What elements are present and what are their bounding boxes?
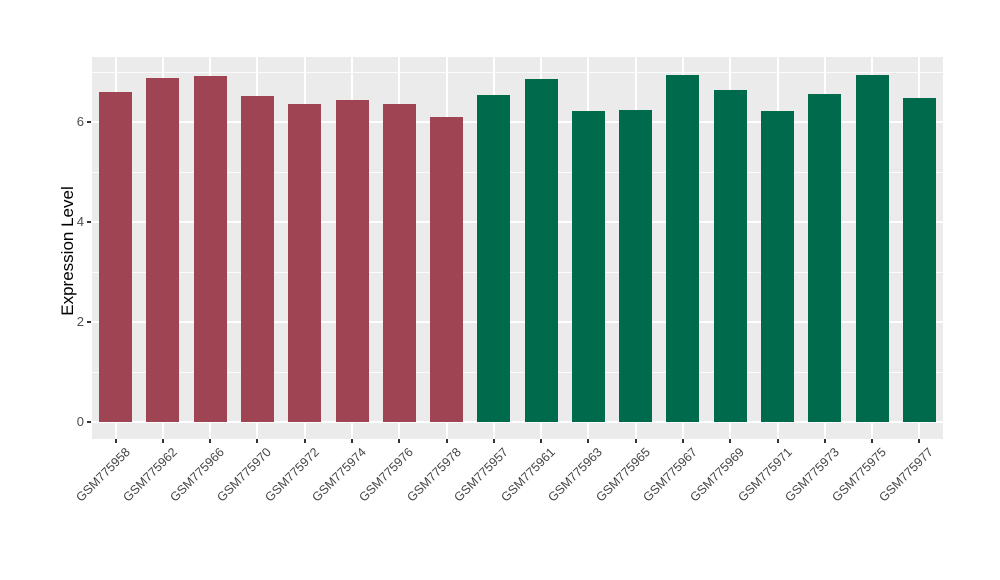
y-tick-mark [87, 121, 91, 123]
gridline-minor [92, 371, 943, 373]
bar-GSM775963 [571, 111, 605, 422]
gridline-major [92, 421, 943, 423]
bar-GSM775957 [477, 95, 511, 422]
y-axis-title: Expression Level [58, 186, 77, 316]
x-tick-mark [351, 439, 354, 443]
bar-GSM775967 [666, 75, 700, 422]
y-tick-label: 0 [76, 414, 84, 429]
x-tick-mark [445, 439, 448, 443]
y-tick-label: 2 [76, 314, 84, 329]
x-tick-mark [634, 439, 637, 443]
y-tick-mark [87, 321, 91, 323]
x-tick-mark [823, 439, 826, 443]
y-tick-mark [87, 221, 91, 223]
bar-GSM775978 [430, 117, 464, 422]
x-tick-mark [256, 439, 259, 443]
x-tick-mark [398, 439, 401, 443]
plot-panel [92, 57, 943, 439]
gridline-major [92, 121, 943, 123]
x-tick-mark [161, 439, 164, 443]
bar-GSM775958 [99, 92, 133, 422]
bar-GSM775961 [524, 79, 558, 422]
y-tick-mark [87, 421, 91, 423]
bar-GSM775975 [855, 75, 889, 422]
bar-GSM775972 [288, 104, 322, 422]
y-tick-label: 6 [76, 114, 84, 129]
gridline-major [92, 221, 943, 223]
gridline-major [92, 321, 943, 323]
bar-GSM775966 [193, 76, 227, 422]
bar-GSM775976 [382, 104, 416, 422]
x-tick-mark [209, 439, 212, 443]
bar-GSM775973 [808, 94, 842, 422]
gridline-minor [92, 271, 943, 273]
bar-GSM775971 [761, 111, 795, 422]
bar-GSM775974 [335, 100, 369, 422]
x-tick-mark [918, 439, 921, 443]
x-tick-mark [492, 439, 495, 443]
x-tick-mark [729, 439, 732, 443]
bar-GSM775969 [713, 90, 747, 422]
y-tick-label: 4 [76, 214, 84, 229]
x-tick-mark [871, 439, 874, 443]
x-tick-mark [540, 439, 543, 443]
bar-GSM775977 [902, 98, 936, 422]
bar-GSM775965 [619, 110, 653, 422]
x-tick-mark [114, 439, 117, 443]
gridline-minor [92, 71, 943, 73]
x-tick-mark [587, 439, 590, 443]
bar-GSM775962 [146, 78, 180, 422]
bar-GSM775970 [240, 96, 274, 422]
gridline-minor [92, 171, 943, 173]
x-tick-mark [303, 439, 306, 443]
x-tick-mark [681, 439, 684, 443]
x-tick-mark [776, 439, 779, 443]
